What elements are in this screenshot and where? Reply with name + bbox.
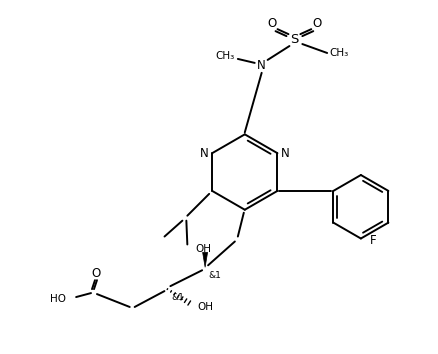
Text: CH₃: CH₃: [329, 48, 348, 58]
Text: O: O: [313, 17, 322, 30]
Text: &1: &1: [208, 271, 222, 280]
Text: F: F: [370, 234, 376, 247]
Text: N: N: [281, 147, 290, 160]
Text: N: N: [200, 147, 208, 160]
Text: &1: &1: [171, 292, 184, 302]
Text: N: N: [257, 59, 266, 72]
Text: HO: HO: [50, 294, 66, 304]
Text: S: S: [290, 33, 299, 46]
Text: O: O: [92, 267, 101, 280]
Text: CH₃: CH₃: [215, 51, 235, 61]
Polygon shape: [203, 252, 208, 267]
Text: O: O: [267, 17, 276, 30]
Text: OH: OH: [195, 244, 211, 255]
Text: OH: OH: [197, 302, 213, 312]
